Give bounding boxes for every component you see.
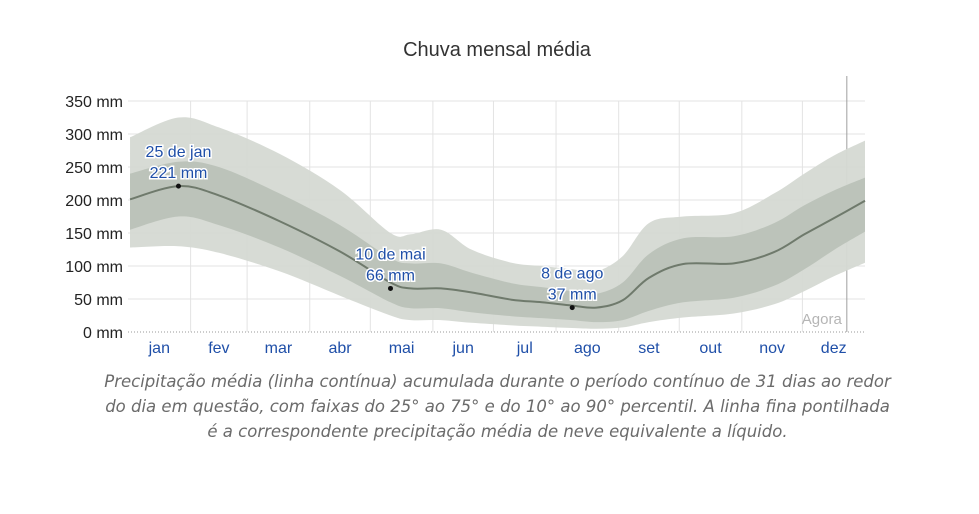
mean-rainfall-line (129, 185, 866, 309)
y-tick-label: 100 mm (65, 259, 123, 276)
y-tick-label: 50 mm (74, 292, 123, 309)
now-marker-label: Agora (802, 311, 843, 328)
chart-caption: Precipitação média (linha contínua) acum… (104, 372, 891, 441)
y-tick-label: 200 mm (65, 193, 123, 210)
chart-title: Chuva mensal média (403, 39, 592, 61)
x-tick-label: nov (759, 340, 785, 357)
x-tick-label: ago (574, 340, 601, 357)
y-tick-label: 300 mm (65, 127, 123, 144)
x-tick-label: jan (148, 340, 170, 357)
x-tick-label: dez (821, 340, 847, 357)
y-tick-label: 0 mm (83, 325, 123, 342)
annotation-point (175, 183, 181, 189)
x-tick-label: fev (208, 340, 229, 357)
annotation-date: 8 de ago (541, 266, 603, 283)
mean-line-layer (129, 185, 866, 309)
x-tick-label: mai (389, 340, 415, 357)
x-tick-label: jun (452, 340, 474, 357)
percentile-bands (130, 117, 865, 329)
x-tick-label: abr (328, 340, 352, 357)
annotation-date: 10 de mai (355, 246, 425, 263)
annotation-point (569, 305, 575, 311)
annotation-date: 25 de jan (146, 144, 212, 161)
y-axis: 0 mm 50 mm 100 mm 150 mm 200 mm 250 mm 300 mm 3… (65, 94, 123, 342)
y-tick-label: 250 mm (65, 160, 123, 177)
annotation-point (387, 285, 393, 291)
band-25-75-percentile (130, 161, 865, 323)
x-axis: jan fev mar abr mai jun jul ago set out nov dez (148, 340, 847, 357)
annotation-value: 66 mm (366, 267, 415, 284)
x-tick-label: set (638, 340, 660, 357)
annotations: Agora 25 de jan 221 mm 10 de mai 66 mm 8 de a… (144, 143, 843, 328)
rainfall-chart: Chuva mensal média 0 mm 50 mm 100 mm 150 mm… (65, 39, 866, 357)
annotation-value: 221 mm (150, 165, 208, 182)
y-tick-label: 150 mm (65, 226, 123, 243)
x-tick-label: jul (516, 340, 533, 357)
x-tick-label: mar (265, 340, 293, 357)
y-tick-label: 350 mm (65, 94, 123, 111)
x-tick-label: out (699, 340, 722, 357)
annotation-value: 37 mm (548, 287, 597, 304)
